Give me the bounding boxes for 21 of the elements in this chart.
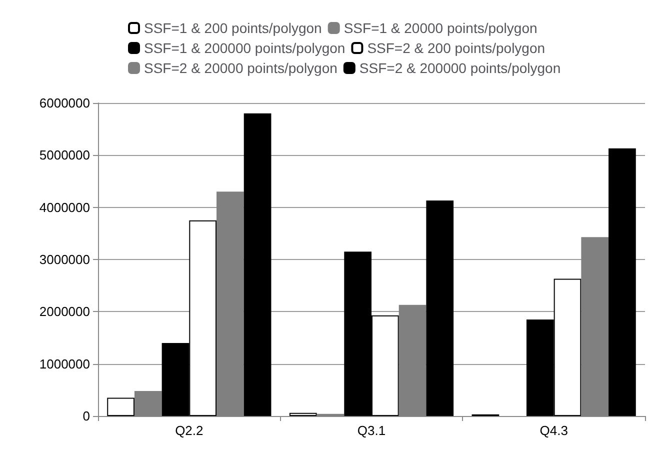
legend-label: SSF=2 & 20000 points/polygon — [144, 60, 338, 76]
y-tick-label: 3000000 — [39, 252, 90, 267]
x-tick-label: Q3.1 — [357, 423, 386, 438]
y-tick-label: 2000000 — [39, 304, 90, 320]
bar — [244, 113, 272, 416]
bar — [608, 148, 636, 416]
y-tick-label: 5000000 — [39, 148, 90, 163]
y-tick-label: 0 — [82, 408, 90, 424]
y-tick-label: 1000000 — [39, 356, 90, 372]
bar — [107, 398, 134, 416]
legend-label: SSF=1 & 20000 points/polygon — [344, 20, 538, 36]
y-tick-label: 6000000 — [39, 96, 90, 110]
legend-label: SSF=1 & 200 points/polygon — [144, 20, 322, 36]
bar — [289, 412, 317, 416]
x-tick-label: Q4.3 — [540, 423, 568, 438]
legend-label: SSF=2 & 200 points/polygon — [367, 40, 546, 56]
y-tick-label: 4000000 — [39, 200, 90, 215]
x-tick-label: Q2.2 — [175, 423, 204, 438]
legend-label: SSF=1 & 200000 points/polygon — [144, 40, 346, 56]
legend-label: SSF=2 & 200000 points/polygon — [359, 60, 561, 76]
bar — [426, 200, 454, 416]
